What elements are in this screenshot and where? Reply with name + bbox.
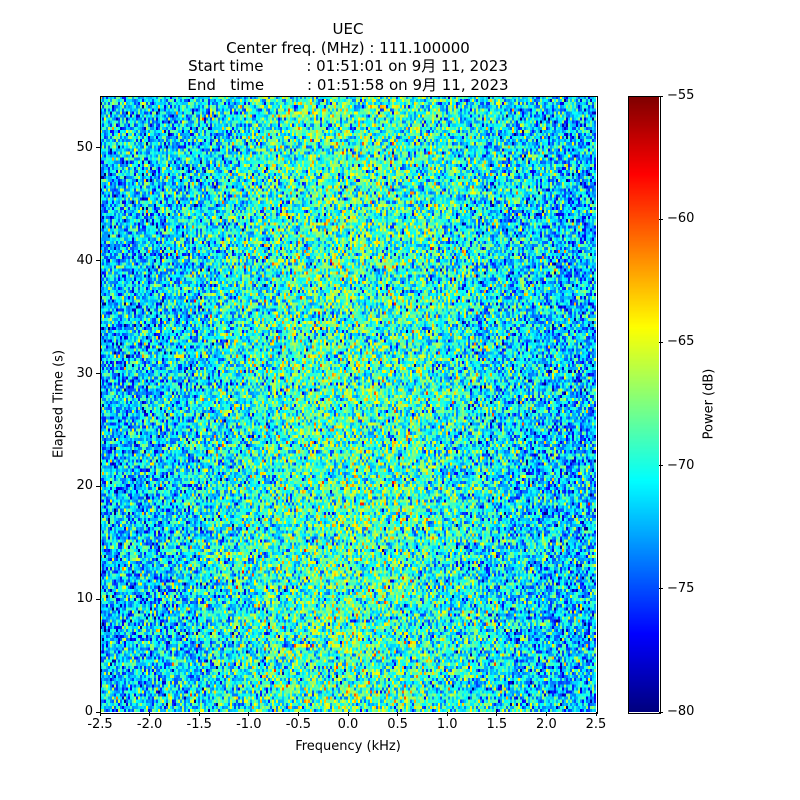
x-tick-label: -1.5 <box>186 717 212 732</box>
x-tick-label: 2.0 <box>536 717 557 732</box>
y-tick-label: 40 <box>76 252 93 268</box>
y-tick-mark <box>96 147 100 149</box>
colorbar-tick-label: −55 <box>667 88 695 103</box>
colorbar <box>628 96 659 712</box>
x-tick-label: 0.5 <box>387 717 408 732</box>
colorbar-frame <box>627 95 661 714</box>
colorbar-tick-label: −60 <box>667 211 695 227</box>
y-tick-label: 20 <box>76 478 93 494</box>
x-tick-mark <box>496 712 498 716</box>
x-tick-mark <box>198 712 200 716</box>
title-line-start-time: Start time : 01:51:01 on 9月 11, 2023 <box>188 57 508 75</box>
colorbar-tick-label: −65 <box>667 334 695 350</box>
y-tick-label: 30 <box>76 365 93 381</box>
colorbar-tick-label: −80 <box>667 704 695 719</box>
x-tick-label: -2.5 <box>87 717 113 732</box>
colorbar-tick-mark <box>659 465 663 467</box>
spectrogram-plot-area <box>100 96 596 712</box>
x-tick-mark <box>149 712 151 716</box>
x-tick-label: -2.0 <box>136 717 163 732</box>
colorbar-tick-label: −70 <box>667 457 695 473</box>
y-tick-mark <box>96 711 100 713</box>
x-tick-mark <box>446 712 448 716</box>
colorbar-tick-mark <box>659 341 663 343</box>
x-axis-label: Frequency (kHz) <box>295 739 401 754</box>
colorbar-tick-mark <box>659 95 663 97</box>
colorbar-tick-mark <box>659 711 663 713</box>
y-axis-label: Elapsed Time (s) <box>51 349 67 459</box>
y-tick-mark <box>96 598 100 600</box>
x-tick-mark <box>595 712 597 716</box>
y-tick-label: 0 <box>84 704 93 719</box>
colorbar-tick-mark <box>659 218 663 220</box>
title-line-end-time: End time : 01:51:58 on 9月 11, 2023 <box>187 75 509 94</box>
x-tick-label: -0.5 <box>285 717 312 732</box>
x-tick-mark <box>248 712 250 716</box>
x-tick-mark <box>347 712 349 716</box>
x-tick-mark <box>297 712 299 716</box>
x-tick-label: 1.0 <box>436 717 458 732</box>
title-line-center-freq: Center freq. (MHz) : 111.100000 <box>226 38 470 57</box>
spectrogram-heatmap <box>100 96 596 712</box>
title-line-station: UEC <box>332 20 364 38</box>
y-tick-mark <box>96 373 100 375</box>
colorbar-tick-label: −75 <box>667 580 695 596</box>
x-tick-label: -1.0 <box>236 717 262 732</box>
x-tick-mark <box>397 712 399 716</box>
colorbar-tick-mark <box>659 588 663 590</box>
x-tick-label: 0.0 <box>337 717 359 732</box>
x-tick-mark <box>545 712 547 716</box>
y-tick-label: 10 <box>76 591 93 607</box>
y-tick-label: 50 <box>76 139 93 155</box>
y-tick-mark <box>96 260 100 262</box>
x-tick-label: 2.5 <box>585 717 607 732</box>
colorbar-label: Power (dB) <box>701 368 717 440</box>
x-tick-mark <box>99 712 101 716</box>
x-tick-label: 1.5 <box>486 717 508 732</box>
y-tick-mark <box>96 485 100 487</box>
